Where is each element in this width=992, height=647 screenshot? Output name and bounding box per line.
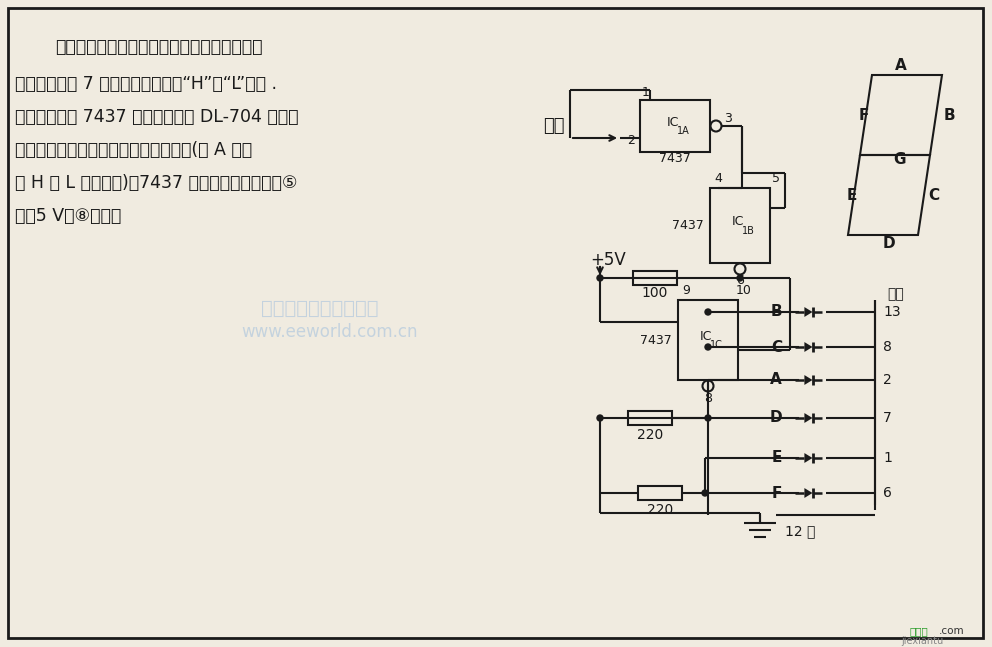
Text: 1B: 1B bbox=[742, 226, 755, 236]
Text: 7: 7 bbox=[883, 411, 892, 425]
Text: .com: .com bbox=[939, 626, 965, 636]
Text: 1: 1 bbox=[883, 451, 892, 465]
Text: 2: 2 bbox=[883, 373, 892, 387]
Bar bbox=[638, 486, 682, 500]
Text: 1: 1 bbox=[642, 85, 650, 98]
Text: jiexiantu: jiexiantu bbox=[901, 636, 943, 646]
Text: 6: 6 bbox=[883, 486, 892, 500]
Text: 13: 13 bbox=[883, 305, 901, 319]
Polygon shape bbox=[805, 307, 812, 317]
Text: B: B bbox=[943, 107, 955, 122]
Polygon shape bbox=[805, 375, 812, 385]
Text: 数码管。二极管符号代表数码管的一段(段 A 在显: 数码管。二极管符号代表数码管的一段(段 A 在显 bbox=[15, 141, 252, 159]
Text: www.eeworld.com.cn: www.eeworld.com.cn bbox=[242, 323, 419, 341]
Text: IC: IC bbox=[699, 329, 712, 342]
Text: 12 地: 12 地 bbox=[785, 524, 815, 538]
Text: 220: 220 bbox=[637, 428, 663, 442]
Bar bbox=[710, 188, 770, 263]
Text: IC: IC bbox=[732, 215, 744, 228]
Text: A: A bbox=[770, 373, 782, 388]
Text: 本电路对一位的数据输入进行监测，并根据其: 本电路对一位的数据输入进行监测，并根据其 bbox=[55, 38, 263, 56]
Text: 1C: 1C bbox=[709, 340, 722, 350]
Text: E: E bbox=[772, 450, 782, 465]
Text: 8: 8 bbox=[883, 340, 892, 354]
Text: 7437: 7437 bbox=[659, 153, 690, 166]
Text: F: F bbox=[772, 485, 782, 501]
Text: C: C bbox=[929, 188, 939, 203]
Text: 示 H 或 L 时用不着)。7437 反相器的电源接法是⑤: 示 H 或 L 时用不着)。7437 反相器的电源接法是⑤ bbox=[15, 174, 298, 192]
Text: 排线图: 排线图 bbox=[910, 626, 928, 636]
Text: 5: 5 bbox=[772, 173, 780, 186]
Text: 状态相应地在 7 段数码管上显示出“H”或“L”。本 .: 状态相应地在 7 段数码管上显示出“H”或“L”。本 . bbox=[15, 75, 277, 93]
Text: D: D bbox=[770, 410, 782, 426]
Text: C: C bbox=[771, 340, 782, 355]
Bar bbox=[640, 100, 710, 152]
Text: 7437: 7437 bbox=[673, 219, 704, 232]
Bar bbox=[633, 271, 677, 285]
Polygon shape bbox=[805, 342, 812, 352]
Polygon shape bbox=[805, 488, 812, 498]
Circle shape bbox=[702, 490, 708, 496]
Polygon shape bbox=[805, 453, 812, 463]
Text: E: E bbox=[847, 188, 857, 203]
Text: 6: 6 bbox=[736, 274, 744, 287]
Text: +5V: +5V bbox=[590, 251, 626, 269]
Text: 杭州海寻科技有限公司: 杭州海寻科技有限公司 bbox=[261, 298, 379, 318]
Text: G: G bbox=[893, 153, 906, 168]
Text: 8: 8 bbox=[704, 391, 712, 404]
Text: 电路使用两个 7437 反相器和一个 DL-704 共阴极: 电路使用两个 7437 反相器和一个 DL-704 共阴极 bbox=[15, 108, 299, 126]
Text: 10: 10 bbox=[736, 285, 752, 298]
Circle shape bbox=[597, 275, 603, 281]
Circle shape bbox=[705, 344, 711, 350]
Bar bbox=[678, 300, 738, 380]
Polygon shape bbox=[805, 413, 812, 423]
Circle shape bbox=[705, 309, 711, 315]
Bar bbox=[628, 411, 672, 425]
Text: 接＋5 V，⑧接地。: 接＋5 V，⑧接地。 bbox=[15, 207, 121, 225]
Text: 4: 4 bbox=[714, 173, 722, 186]
Text: 100: 100 bbox=[642, 286, 669, 300]
Circle shape bbox=[737, 275, 743, 281]
Circle shape bbox=[705, 415, 711, 421]
Text: 3: 3 bbox=[724, 113, 732, 126]
Text: D: D bbox=[883, 237, 896, 252]
Text: 7437: 7437 bbox=[640, 333, 672, 347]
Text: IC: IC bbox=[667, 116, 680, 129]
Text: B: B bbox=[771, 305, 782, 320]
Text: 引脚: 引脚 bbox=[887, 287, 904, 301]
Text: 2: 2 bbox=[627, 133, 635, 146]
Circle shape bbox=[597, 415, 603, 421]
Text: 数据: 数据 bbox=[544, 117, 565, 135]
Text: A: A bbox=[895, 58, 907, 74]
Text: F: F bbox=[859, 107, 869, 122]
Text: 9: 9 bbox=[682, 285, 690, 298]
Text: 1A: 1A bbox=[677, 126, 689, 136]
Text: 220: 220 bbox=[647, 503, 674, 517]
